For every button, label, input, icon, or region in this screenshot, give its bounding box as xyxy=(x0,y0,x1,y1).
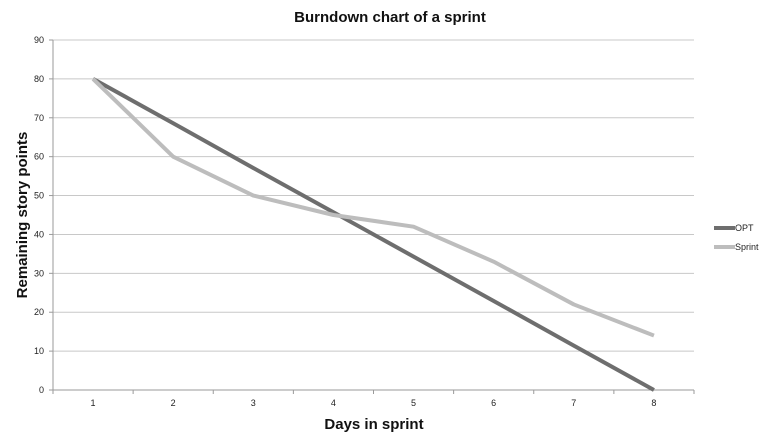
y-tick-label-50: 50 xyxy=(34,191,44,201)
x-tick-label-3: 3 xyxy=(251,398,256,408)
y-axis-label: Remaining story points xyxy=(14,132,31,299)
series-lines xyxy=(91,77,655,392)
x-tick-label-6: 6 xyxy=(491,398,496,408)
legend: OPT Sprint xyxy=(714,223,759,252)
x-tick-label-5: 5 xyxy=(411,398,416,408)
x-tick-label-2: 2 xyxy=(171,398,176,408)
x-tick-label-7: 7 xyxy=(571,398,576,408)
legend-label-opt: OPT xyxy=(735,223,754,233)
y-tick-label-90: 90 xyxy=(34,35,44,45)
y-tick-label-20: 20 xyxy=(34,307,44,317)
legend-label-sprint: Sprint xyxy=(735,242,759,252)
y-tick-label-0: 0 xyxy=(39,385,44,395)
series-line-sprint xyxy=(91,77,655,338)
series-line-opt xyxy=(92,77,655,392)
x-tick-label-1: 1 xyxy=(91,398,96,408)
gridlines xyxy=(53,39,694,352)
y-tick-label-60: 60 xyxy=(34,152,44,162)
x-axis-ticks: 1 2 3 4 5 6 7 8 xyxy=(52,390,695,408)
chart-title: Burndown chart of a sprint xyxy=(294,9,486,26)
y-tick-label-80: 80 xyxy=(34,74,44,84)
y-axis-ticks: 0 10 20 30 40 50 60 70 80 90 xyxy=(34,35,53,395)
x-tick-label-4: 4 xyxy=(331,398,336,408)
y-tick-label-10: 10 xyxy=(34,346,44,356)
x-axis-label: Days in sprint xyxy=(324,416,423,433)
x-tick-label-8: 8 xyxy=(651,398,656,408)
y-tick-label-40: 40 xyxy=(34,229,44,239)
y-tick-label-70: 70 xyxy=(34,113,44,123)
y-tick-label-30: 30 xyxy=(34,268,44,278)
